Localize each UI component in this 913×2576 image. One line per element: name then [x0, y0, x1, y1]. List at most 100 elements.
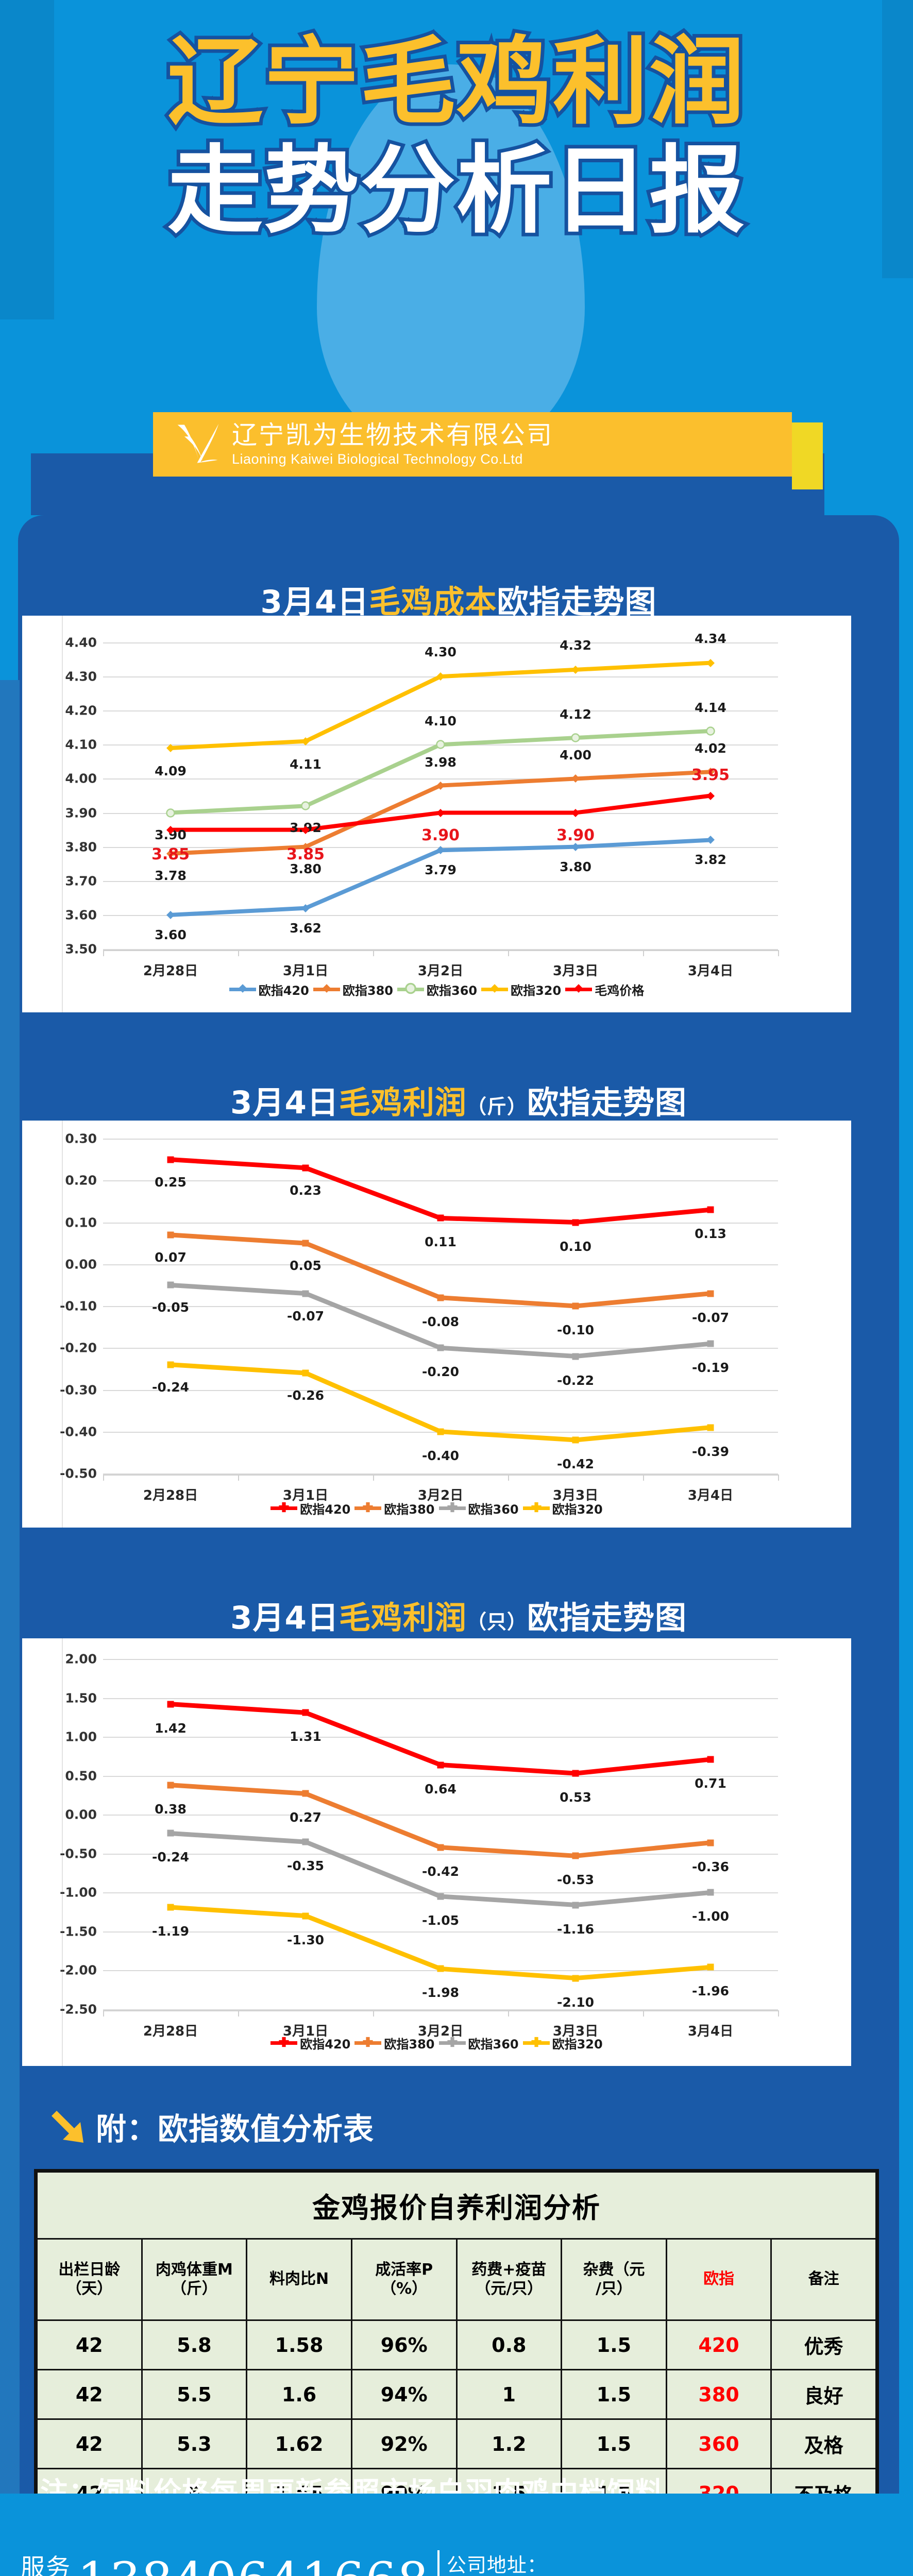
data-point-marker — [435, 1293, 446, 1303]
plot-area: -2.50 -2.00 -1.50 -1.00 -0.50 0.00 0.50 1.00 1.5… — [60, 1652, 779, 2039]
data-point-label: -1.16 — [556, 1921, 595, 1937]
gridline — [103, 1659, 778, 1660]
table-title-row: 金鸡报价自养利润分析 — [36, 2171, 877, 2240]
legend-label: 欧指360 — [427, 984, 478, 998]
legend-item[interactable]: 欧指380 — [354, 1499, 435, 1517]
legend-item[interactable]: 欧指420 — [229, 980, 309, 998]
data-point-marker — [705, 1422, 716, 1433]
data-point-marker — [300, 1238, 311, 1248]
data-point-label: 0.10 — [560, 1239, 591, 1254]
legend-item[interactable]: 欧指320 — [522, 2034, 603, 2052]
legend-item[interactable]: 毛鸡价格 — [565, 980, 644, 998]
legend-item[interactable]: 欧指420 — [270, 2034, 350, 2052]
data-point-marker — [570, 1301, 581, 1311]
legend-swatch — [522, 1502, 550, 1512]
data-point-label: 4.34 — [695, 631, 726, 646]
x-axis-category-label: 3月4日 — [687, 1488, 734, 1503]
x-axis-tick — [643, 950, 644, 956]
data-point-label: 4.30 — [425, 645, 457, 660]
data-point-label: 4.02 — [695, 741, 726, 756]
legend-item[interactable]: 欧指320 — [481, 980, 561, 998]
data-point-marker — [435, 671, 446, 682]
data-point-label: 4.32 — [560, 637, 591, 653]
data-point-marker — [435, 1963, 446, 1974]
section-3-prefix: 3月4日 — [230, 1600, 339, 1636]
y-axis-tick-label: 4.10 — [65, 737, 97, 752]
x-axis-category-label: 3月1日 — [282, 963, 329, 979]
table-cell: 96% — [350, 2319, 458, 2370]
data-point-label: -0.36 — [691, 1859, 730, 1874]
x-axis-line — [103, 1475, 778, 1476]
data-point-marker — [300, 842, 311, 852]
legend-item[interactable]: 欧指420 — [270, 1499, 350, 1517]
legend-swatch — [354, 1502, 382, 1512]
data-point-label: 3.78 — [155, 868, 187, 883]
data-point-marker — [300, 1289, 311, 1299]
gridline — [103, 914, 778, 916]
legend-marker-icon — [362, 2036, 374, 2050]
table-cell: 优秀 — [770, 2319, 877, 2370]
table-header-row: 出栏日龄 （天） 肉鸡体重M （斤） 料肉比N 成活率P （%） 药费+疫苗 （元/只） 杂费（元… — [36, 2238, 877, 2321]
table-cell: 94% — [350, 2369, 458, 2420]
table-cell: 0.8 — [455, 2319, 563, 2370]
x-axis-category-label: 3月1日 — [282, 2024, 329, 2039]
data-point-label: 3.85 — [151, 845, 190, 863]
data-point-marker — [570, 1973, 581, 1984]
gridline — [103, 880, 778, 882]
legend-swatch — [438, 2037, 466, 2047]
legend-item[interactable]: 欧指360 — [438, 1499, 519, 1517]
legend-item[interactable]: 欧指320 — [522, 1499, 603, 1517]
data-point-label: -0.42 — [421, 1863, 460, 1879]
y-axis-tick-label: 0.00 — [65, 1257, 97, 1272]
data-point-marker — [705, 726, 716, 736]
legend-swatch — [354, 2037, 382, 2047]
y-axis-tick-label: 4.30 — [65, 669, 97, 684]
phone-number[interactable]: 13840641668 — [77, 2556, 429, 2576]
y-axis-tick-label: -2.00 — [59, 1962, 97, 1978]
section-1-suffix: 欧指走势图 — [497, 584, 657, 620]
gridline — [103, 1222, 778, 1224]
section-3-sub: （只） — [466, 1611, 527, 1633]
data-point-marker — [165, 910, 176, 920]
gridline — [103, 2009, 778, 2010]
hero-title-line-2: 走势分析日报 — [164, 134, 748, 246]
chart-plot-region-3: -2.50 -2.00 -1.50 -1.00 -0.50 0.00 0.50 1.00 1.5… — [60, 1638, 851, 2066]
y-axis-tick-label: -0.40 — [59, 1424, 97, 1439]
legend-item[interactable]: 欧指380 — [354, 2034, 435, 2052]
gridline — [103, 778, 778, 780]
legend-item[interactable]: 欧指380 — [313, 980, 393, 998]
y-axis-tick-label: -0.20 — [59, 1340, 97, 1355]
y-axis-tick-label: 3.60 — [65, 907, 97, 923]
company-logo-bar: 辽宁凯为生物技术有限公司 Liaoning Kaiwei Biological … — [153, 412, 792, 477]
x-axis-category-label: 3月3日 — [552, 1488, 599, 1503]
legend-swatch — [270, 1502, 298, 1512]
data-point-label: 3.95 — [691, 766, 730, 784]
table-cell: 及格 — [770, 2418, 877, 2469]
y-axis-tick-label: 0.20 — [65, 1173, 97, 1188]
x-axis-tick — [778, 1475, 779, 1481]
legend-item[interactable]: 欧指360 — [438, 2034, 519, 2052]
x-axis-category-label: 3月4日 — [687, 963, 734, 979]
section-2-suffix: 欧指走势图 — [527, 1084, 687, 1121]
gridline — [103, 1892, 778, 1894]
data-point-marker — [165, 1230, 176, 1240]
data-point-label: -1.98 — [421, 1985, 460, 2001]
legend-marker-icon — [446, 1501, 459, 1516]
table-column-header: 出栏日龄 （天） — [36, 2238, 143, 2321]
y-axis-tick-label: 0.10 — [65, 1215, 97, 1230]
data-point-label: -1.96 — [691, 1984, 730, 1999]
legend-item[interactable]: 欧指360 — [397, 980, 477, 998]
company-name-block: 辽宁凯为生物技术有限公司 Liaoning Kaiwei Biological … — [232, 421, 553, 468]
chart-legend-2: 欧指420 欧指380 欧指360 欧指320 — [22, 1499, 851, 1517]
data-point-marker — [435, 845, 446, 855]
y-axis-tick-label: 1.50 — [65, 1690, 97, 1706]
table-cell: 1.5 — [561, 2369, 667, 2420]
hero-title: 辽宁毛鸡利润 走势分析日报 — [0, 26, 913, 246]
gridline — [103, 949, 778, 950]
arrow-down-right-icon — [49, 2107, 90, 2147]
plot-area: -0.50 -0.40 -0.30 -0.20 -0.10 0.00 0.10 0.20 0.3… — [60, 1131, 779, 1503]
legend-marker-icon — [362, 1501, 374, 1516]
table-cell: 1.5 — [561, 2418, 667, 2469]
data-point-marker — [570, 1351, 581, 1362]
table-cell: 5.3 — [141, 2418, 248, 2469]
